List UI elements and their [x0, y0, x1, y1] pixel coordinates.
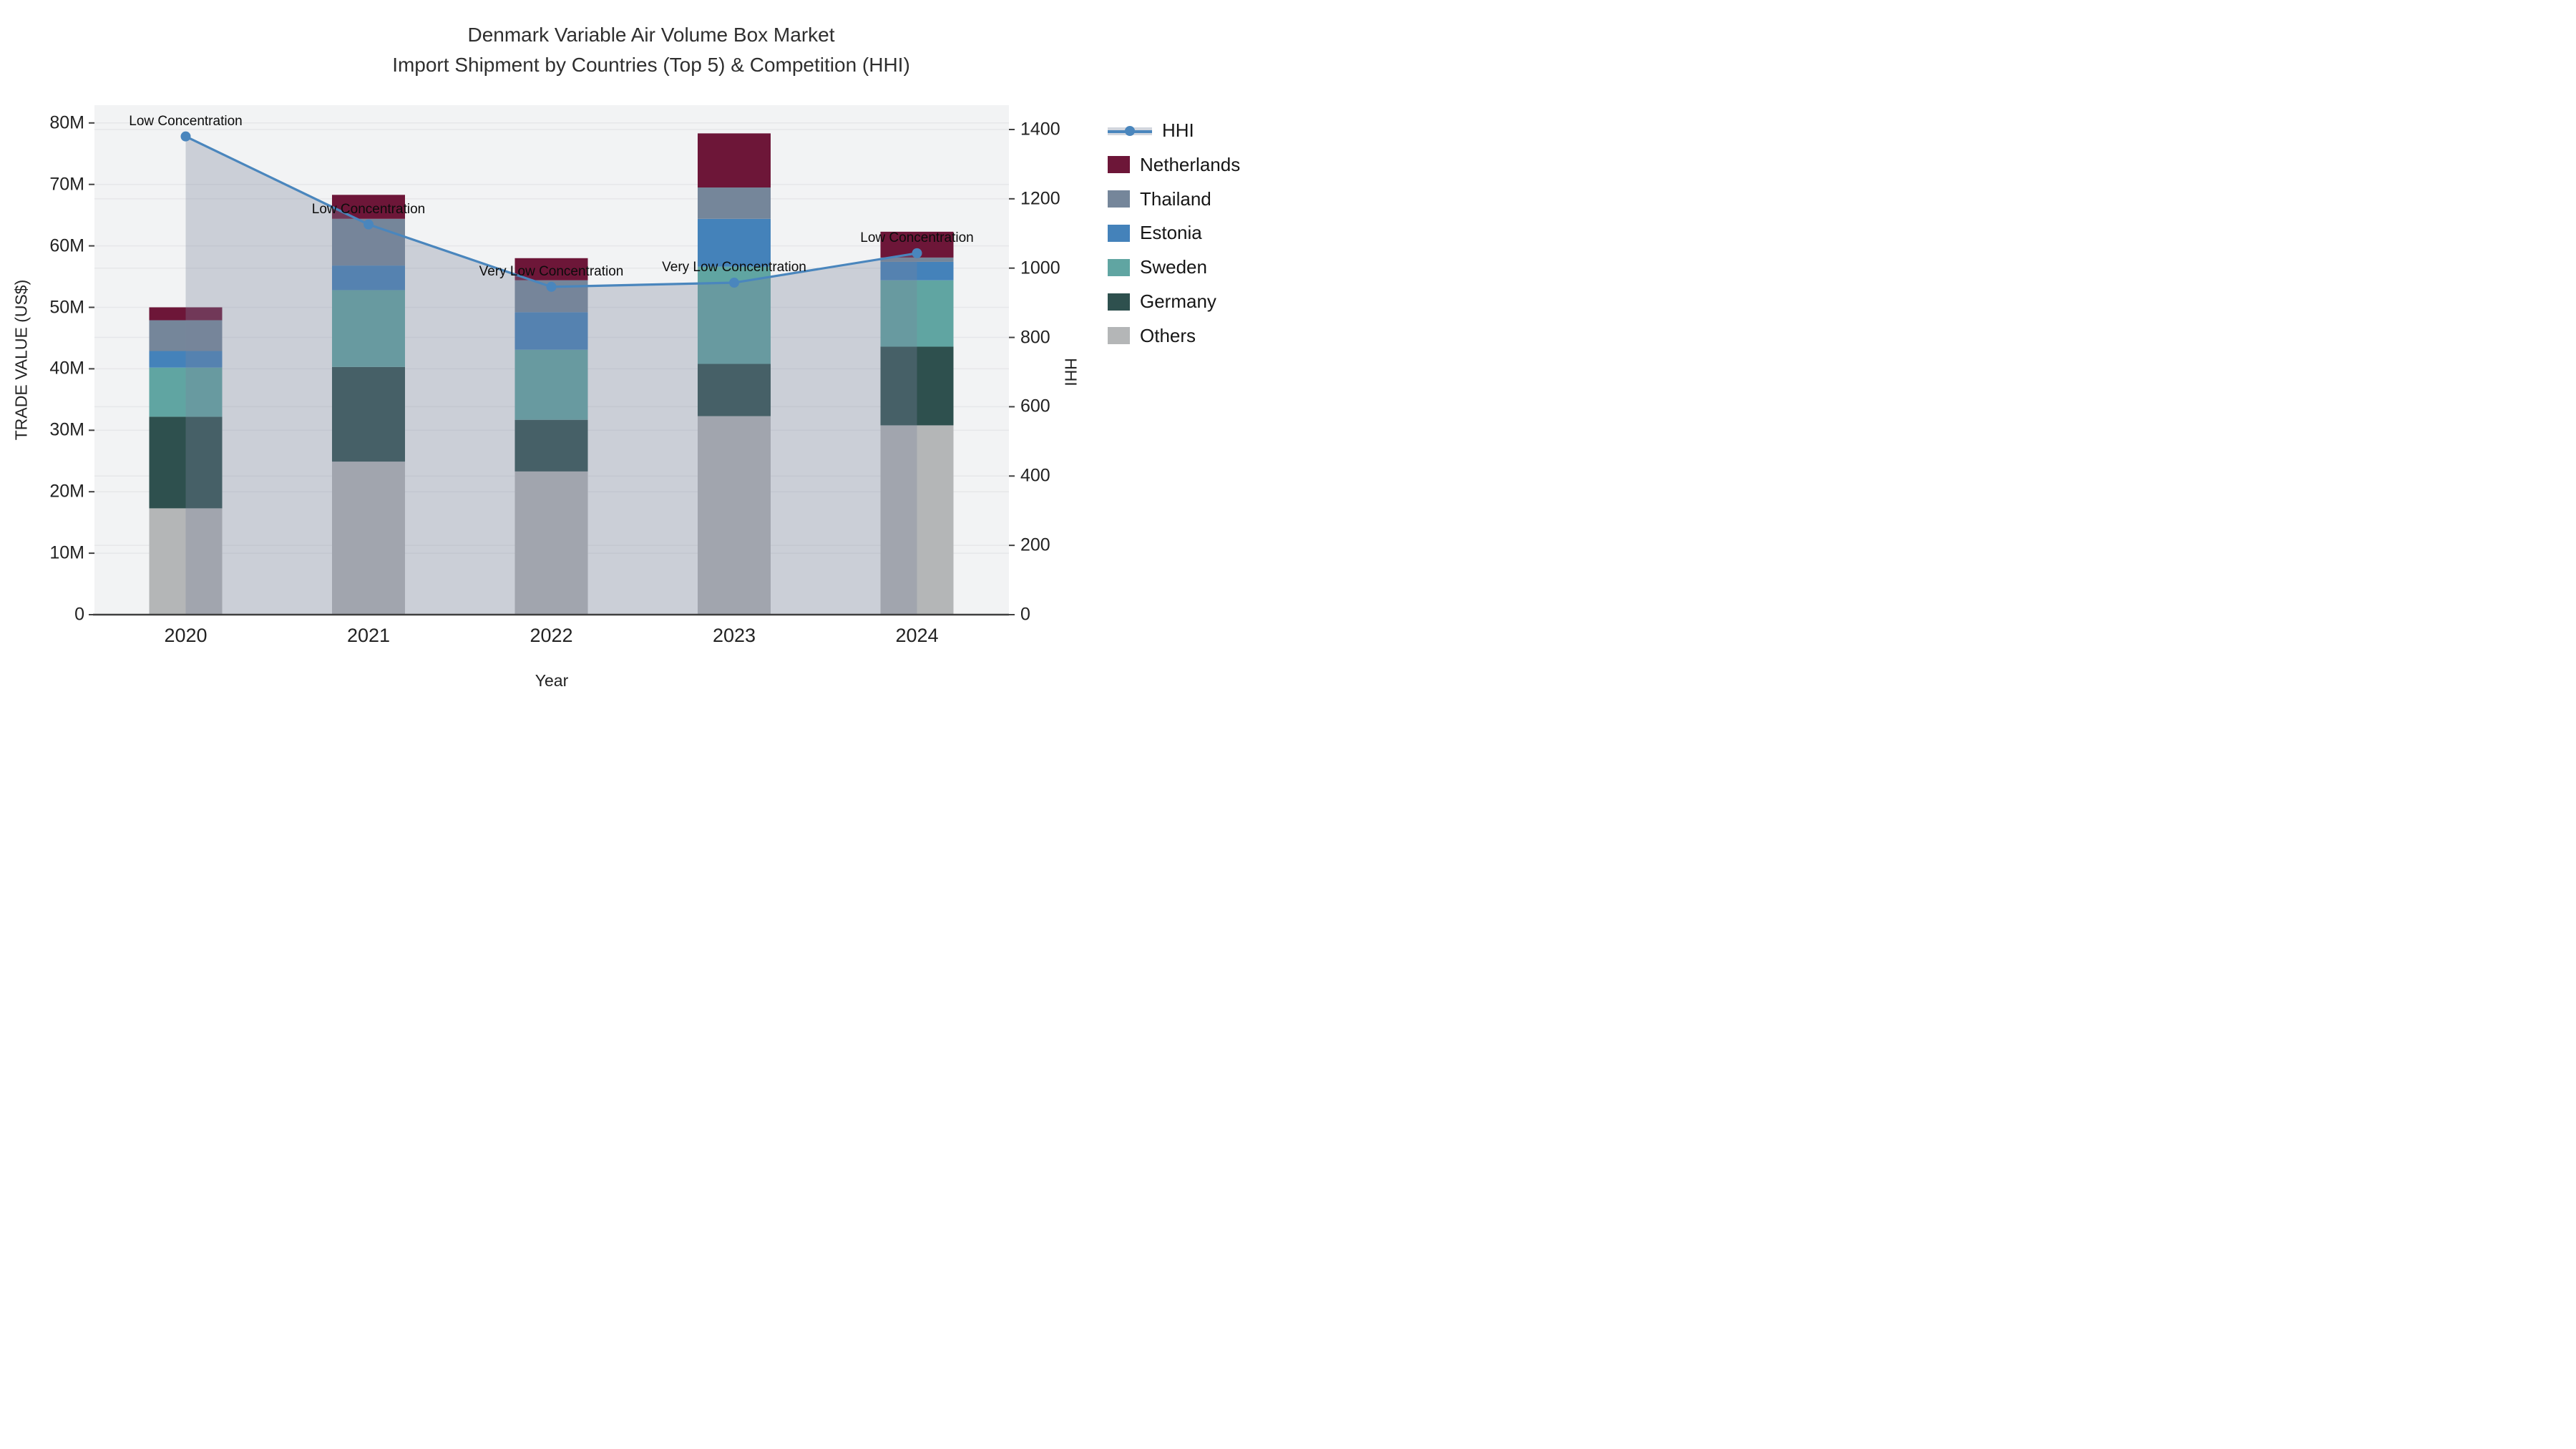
bar-segment-netherlands-2023[interactable] — [698, 133, 771, 187]
bar-segment-netherlands-2020[interactable] — [149, 307, 223, 321]
legend-item-thailand[interactable]: Thailand — [1108, 182, 1211, 216]
x-tick-label-2022: 2022 — [530, 625, 573, 646]
x-tick-label-2020: 2020 — [164, 625, 208, 646]
bar-segment-others-2020[interactable] — [149, 508, 223, 615]
legend-hhi-marker-dot — [1125, 125, 1135, 136]
x-axis-title: Year — [535, 671, 569, 690]
annotation-2021: Low Concentration — [311, 201, 426, 217]
bar-segment-germany-2024[interactable] — [880, 346, 954, 426]
legend-label-hhi: HHI — [1162, 119, 1194, 141]
bar-segment-sweden-2020[interactable] — [149, 367, 223, 417]
chart-title-line2: Import Shipment by Countries (Top 5) & C… — [392, 54, 910, 76]
bar-segment-others-2021[interactable] — [332, 462, 405, 615]
legend-label-thailand: Thailand — [1140, 187, 1211, 210]
legend-swatch-sweden — [1108, 258, 1130, 276]
legend-item-germany[interactable]: Germany — [1108, 285, 1216, 319]
y-left-tick-label: 60M — [49, 235, 84, 256]
bar-segment-estonia-2021[interactable] — [332, 265, 405, 291]
y-left-tick-label: 50M — [49, 297, 84, 317]
bar-segment-estonia-2020[interactable] — [149, 351, 223, 368]
y-right-tick-label: 800 — [1020, 327, 1050, 348]
bar-segment-germany-2023[interactable] — [698, 364, 771, 416]
bar-segment-netherlands-2022[interactable] — [514, 258, 588, 280]
y-axis-title-right: HHI — [1061, 358, 1080, 386]
y-left-tick-label: 20M — [49, 481, 84, 502]
legend-label-germany: Germany — [1140, 291, 1216, 312]
bar-segment-sweden-2021[interactable] — [332, 290, 405, 367]
y-right-tick-label: 1400 — [1020, 119, 1060, 140]
legend-label-others: Others — [1140, 324, 1196, 346]
bar-segment-germany-2020[interactable] — [149, 416, 223, 509]
y-right-tick-label: 200 — [1020, 535, 1050, 555]
legend-label-estonia: Estonia — [1140, 222, 1202, 244]
bar-segment-germany-2022[interactable] — [514, 419, 588, 472]
y-right-tick-label: 1200 — [1020, 188, 1060, 209]
chart-title-line1: Denmark Variable Air Volume Box Market — [467, 24, 835, 46]
bar-segment-thailand-2024[interactable] — [880, 257, 954, 262]
legend-swatch-thailand — [1108, 190, 1130, 208]
annotation-2023: Very Low Concentration — [662, 260, 806, 275]
y-left-tick-label: 40M — [49, 358, 84, 379]
y-right-tick-label: 600 — [1020, 396, 1050, 416]
hhi-marker-2024[interactable] — [912, 248, 922, 258]
hhi-marker-2022[interactable] — [546, 281, 557, 292]
y-left-tick-label: 0 — [74, 604, 84, 625]
bar-segment-germany-2021[interactable] — [332, 366, 405, 462]
x-tick-label-2023: 2023 — [712, 625, 756, 646]
hhi-marker-2021[interactable] — [364, 219, 374, 230]
y-axis-title-left: TRADE VALUE (US$) — [11, 279, 31, 441]
bar-segment-others-2022[interactable] — [514, 471, 588, 615]
y-left-tick-label: 80M — [49, 112, 84, 133]
bar-segment-others-2024[interactable] — [880, 425, 954, 615]
hhi-area-fill — [185, 136, 917, 615]
annotation-2020: Low Concentration — [129, 113, 243, 129]
bar-segment-estonia-2023[interactable] — [698, 218, 771, 267]
annotation-2024: Low Concentration — [860, 230, 974, 245]
legend-item-netherlands[interactable]: Netherlands — [1108, 147, 1240, 182]
bar-segment-others-2023[interactable] — [698, 416, 771, 615]
plot-area — [89, 105, 1015, 616]
y-right-tick-label: 1000 — [1020, 258, 1060, 278]
legend-item-sweden[interactable]: Sweden — [1108, 250, 1207, 285]
legend-line-swatch-hhi — [1108, 122, 1152, 140]
bar-segment-sweden-2024[interactable] — [880, 280, 954, 347]
bar-segment-thailand-2023[interactable] — [698, 187, 771, 219]
hhi-marker-2020[interactable] — [180, 131, 191, 142]
bar-segment-netherlands-2021[interactable] — [332, 195, 405, 219]
x-tick-label-2024: 2024 — [895, 625, 939, 646]
legend-item-hhi[interactable]: HHI — [1108, 114, 1194, 148]
legend-swatch-netherlands — [1108, 156, 1130, 174]
bar-segment-estonia-2024[interactable] — [880, 261, 954, 280]
legend-swatch-others — [1108, 327, 1130, 345]
y-left-tick-label: 70M — [49, 174, 84, 195]
bar-segment-sweden-2022[interactable] — [514, 349, 588, 420]
chart-title: Denmark Variable Air Volume Box Market I… — [14, 20, 1288, 80]
legend-label-sweden: Sweden — [1140, 256, 1207, 278]
legend-item-estonia[interactable]: Estonia — [1108, 216, 1202, 250]
y-left-tick-label: 10M — [49, 542, 84, 563]
bar-segment-thailand-2020[interactable] — [149, 320, 223, 351]
y-left-tick-label: 30M — [49, 419, 84, 440]
legend-swatch-estonia — [1108, 224, 1130, 242]
chart-figure: Denmark Variable Air Volume Box Market I… — [0, 0, 1288, 725]
hhi-marker-2023[interactable] — [729, 278, 739, 288]
bar-segment-estonia-2022[interactable] — [514, 312, 588, 350]
legend-swatch-germany — [1108, 293, 1130, 311]
x-tick-label-2021: 2021 — [346, 625, 391, 646]
y-right-tick-label: 400 — [1020, 465, 1050, 486]
y-right-tick-label: 0 — [1020, 604, 1030, 625]
annotation-2022: Very Low Concentration — [479, 263, 624, 279]
legend-label-netherlands: Netherlands — [1140, 153, 1241, 175]
legend-item-others[interactable]: Others — [1108, 318, 1196, 353]
